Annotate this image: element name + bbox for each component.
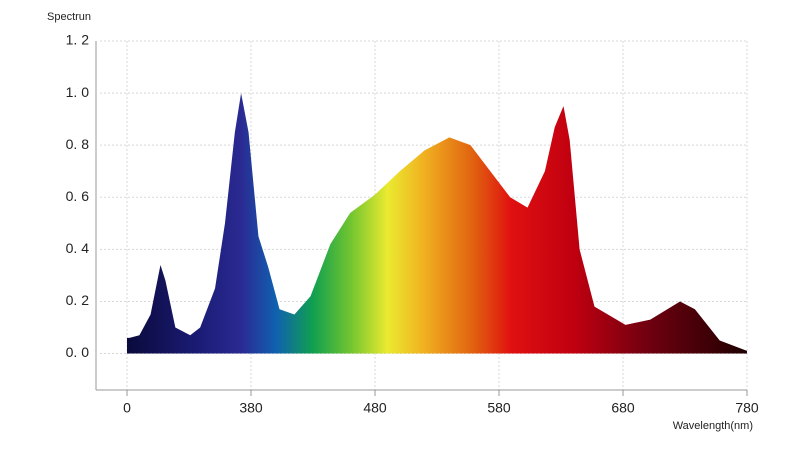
x-tick-label: 0 <box>123 400 131 416</box>
x-axis-label: Wavelength(nm) <box>673 420 753 432</box>
y-tick-label: 1. 0 <box>66 84 90 100</box>
y-tick-label: 0. 2 <box>66 292 90 308</box>
y-axis-label: Spectrun <box>47 11 91 23</box>
y-tick-label: 0. 0 <box>66 344 90 360</box>
x-tick-label: 480 <box>363 400 387 416</box>
y-tick-label: 0. 4 <box>66 240 90 256</box>
y-tick-label: 0. 6 <box>66 188 90 204</box>
x-tick-label: 780 <box>735 400 759 416</box>
x-tick-label: 380 <box>239 400 263 416</box>
spectrum-area <box>127 93 747 354</box>
x-tick-label: 580 <box>487 400 511 416</box>
x-tick-label: 680 <box>611 400 635 416</box>
y-tick-label: 0. 8 <box>66 136 90 152</box>
y-tick-label: 1. 2 <box>66 32 90 48</box>
